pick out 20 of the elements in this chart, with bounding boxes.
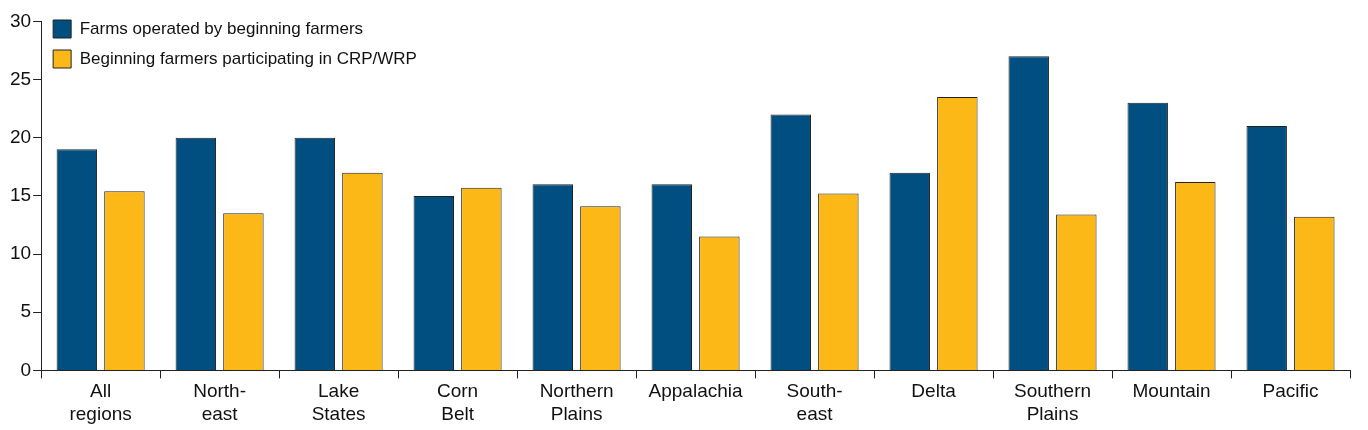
legend-label: Beginning farmers participating in CRP/WRP bbox=[79, 48, 417, 68]
x-tick-label: All regions bbox=[69, 380, 132, 424]
x-tick-label: Mountain bbox=[1132, 380, 1211, 402]
x-tick-label: Southern Plains bbox=[1013, 380, 1092, 424]
y-tick-label: 10 bbox=[9, 242, 32, 264]
y-tick-label: 30 bbox=[9, 9, 32, 31]
x-tick-label: Delta bbox=[911, 380, 957, 402]
x-tick-label: North- east bbox=[193, 380, 247, 424]
x-tick-label: Corn Belt bbox=[437, 380, 479, 424]
x-tick-label: Appalachia bbox=[648, 380, 743, 402]
y-tick-label: 20 bbox=[9, 125, 32, 147]
x-tick-label: South- east bbox=[786, 380, 843, 424]
y-tick-label: 5 bbox=[20, 300, 32, 322]
legend-label: Farms operated by beginning farmers bbox=[79, 18, 364, 38]
x-tick-label: Pacific bbox=[1262, 380, 1319, 402]
x-tick-label: Lake States bbox=[311, 380, 366, 424]
y-tick-label: 15 bbox=[9, 184, 32, 206]
y-tick-label: 25 bbox=[9, 67, 32, 89]
x-tick-label: Northern Plains bbox=[539, 380, 614, 424]
y-tick-label: 0 bbox=[20, 358, 32, 380]
